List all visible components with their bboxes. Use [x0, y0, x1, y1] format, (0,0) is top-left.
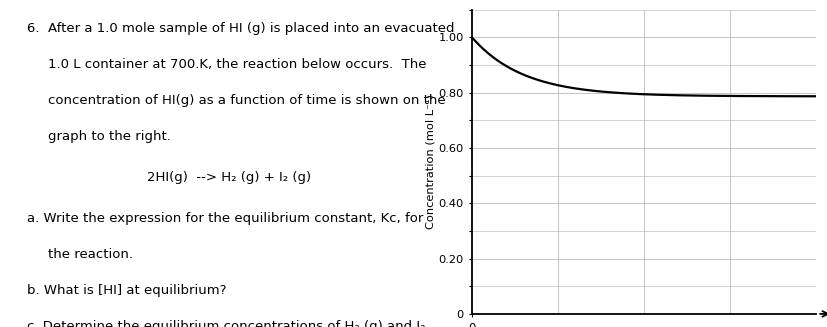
Text: [HI]: [HI] [825, 90, 827, 103]
Text: c. Determine the equilibrium concentrations of H₂ (g) and I₂: c. Determine the equilibrium concentrati… [26, 320, 425, 327]
Text: b. What is [HI] at equilibrium?: b. What is [HI] at equilibrium? [26, 284, 226, 297]
Text: 2HI(g)  --> H₂ (g) + I₂ (g): 2HI(g) --> H₂ (g) + I₂ (g) [147, 171, 311, 184]
Text: the reaction.: the reaction. [48, 248, 132, 261]
Text: 6.  After a 1.0 mole sample of HI (g) is placed into an evacuated: 6. After a 1.0 mole sample of HI (g) is … [26, 22, 454, 35]
Text: 1.0 L container at 700.K, the reaction below occurs.  The: 1.0 L container at 700.K, the reaction b… [48, 58, 426, 71]
Y-axis label: Concentration (mol L⁻¹): Concentration (mol L⁻¹) [425, 95, 435, 229]
Text: concentration of HI(g) as a function of time is shown on the: concentration of HI(g) as a function of … [48, 94, 445, 107]
Text: a. Write the expression for the equilibrium constant, Kc, for: a. Write the expression for the equilibr… [26, 212, 423, 225]
Text: graph to the right.: graph to the right. [48, 129, 170, 143]
